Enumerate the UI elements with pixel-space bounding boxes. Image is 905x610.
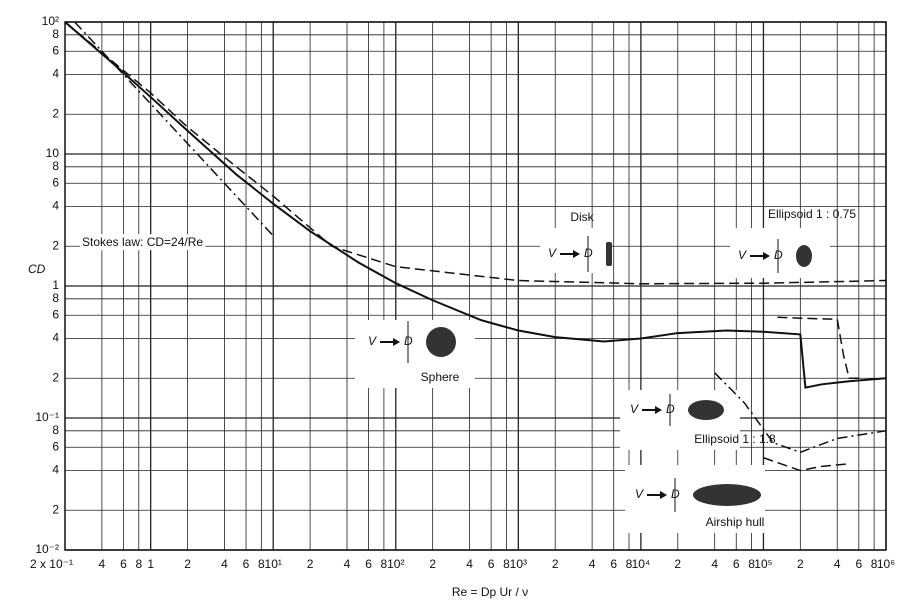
x-tick-label: 4 xyxy=(344,557,351,571)
flow-symbol: V xyxy=(368,334,377,348)
curve-label: Ellipsoid 1 : 1.8 xyxy=(694,432,776,446)
flow-arrowhead xyxy=(763,252,770,260)
y-tick-label: 1 xyxy=(52,278,59,292)
x-tick-label: 6 xyxy=(120,557,127,571)
y-tick-label: 8 xyxy=(52,291,59,305)
body-icon xyxy=(426,327,456,357)
x-tick-label: 2 xyxy=(184,557,191,571)
y-tick-label: 8 xyxy=(52,27,59,41)
x-tick-label: 4 xyxy=(711,557,718,571)
y-tick-label: 10 xyxy=(46,146,60,160)
inset-background xyxy=(620,390,740,450)
plot-frame xyxy=(64,21,887,551)
y-tick-label: 4 xyxy=(52,331,59,345)
x-tick-label: 4 xyxy=(834,557,841,571)
flow-arrowhead xyxy=(655,406,662,414)
data-line xyxy=(763,457,850,472)
x-tick-label: 8 xyxy=(258,557,265,571)
data-line xyxy=(64,21,887,285)
curve-label: Ellipsoid 1 : 0.75 xyxy=(768,207,856,221)
y-tick-label: 6 xyxy=(52,175,59,189)
y-tick-label: 10⁻¹ xyxy=(35,410,59,424)
y-tick-label: 4 xyxy=(52,67,59,81)
data-line xyxy=(74,21,274,237)
x-tick-label: 8 xyxy=(871,557,878,571)
x-tick-label: 2 xyxy=(307,557,314,571)
curve-label: Airship hull xyxy=(706,515,765,529)
y-tick-label: 2 xyxy=(52,238,59,252)
x-tick-label: 1 xyxy=(147,557,154,571)
data-line xyxy=(714,372,887,454)
flow-arrowhead xyxy=(660,491,667,499)
y-tick-label: 10² xyxy=(42,14,59,28)
x-tick-label: 6 xyxy=(855,557,862,571)
y-tick-label: 6 xyxy=(52,43,59,57)
flow-arrowhead xyxy=(393,338,400,346)
x-tick-label: 4 xyxy=(99,557,106,571)
curve-label: Stokes law: CD=24/Re xyxy=(82,235,203,249)
body-icon xyxy=(688,400,724,420)
x-tick-label: 10² xyxy=(387,557,404,571)
y-tick-label: 2 xyxy=(52,502,59,516)
y-axis-label: CD xyxy=(28,262,46,276)
label-background xyxy=(80,234,206,251)
x-tick-label: 2 xyxy=(429,557,436,571)
flow-arrowhead xyxy=(573,250,580,258)
x-axis-label: Re = Dp Ur / ν xyxy=(452,585,528,599)
x-tick-label: 8 xyxy=(135,557,142,571)
inset-background xyxy=(355,320,475,388)
x-tick-label: 6 xyxy=(610,557,617,571)
curve-label: Disk xyxy=(570,210,594,224)
flow-symbol: V xyxy=(635,487,644,501)
x-tick-label: 4 xyxy=(466,557,473,571)
flow-symbol: V xyxy=(630,402,639,416)
y-tick-label: 8 xyxy=(52,423,59,437)
y-tick-label: 2 xyxy=(52,370,59,384)
y-tick-label: 10⁻² xyxy=(35,542,59,556)
x-tick-label: 6 xyxy=(488,557,495,571)
x-tick-label: 10³ xyxy=(510,557,527,571)
x-tick-label: 8 xyxy=(626,557,633,571)
y-tick-label: 2 xyxy=(52,106,59,120)
y-tick-label: 6 xyxy=(52,307,59,321)
inset-background xyxy=(730,228,830,278)
x-tick-label: 2 xyxy=(797,557,804,571)
x-tick-label: 8 xyxy=(381,557,388,571)
data-line xyxy=(64,21,887,389)
body-icon xyxy=(606,242,612,266)
inset-background xyxy=(540,228,610,273)
x-tick-label: 4 xyxy=(589,557,596,571)
y-tick-label: 6 xyxy=(52,439,59,453)
flow-symbol: V xyxy=(548,246,557,260)
curve-label: Sphere xyxy=(421,370,460,384)
x-tick-label: 2 xyxy=(552,557,559,571)
x-tick-label: 10⁶ xyxy=(877,557,895,571)
x-tick-label: 10⁴ xyxy=(632,557,651,571)
x-tick-label: 8 xyxy=(503,557,510,571)
x-tick-label: 8 xyxy=(748,557,755,571)
x-tick-label: 2 xyxy=(674,557,681,571)
x-tick-label: 6 xyxy=(243,557,250,571)
data-line xyxy=(777,316,859,380)
x-tick-label: 6 xyxy=(365,557,372,571)
y-tick-label: 4 xyxy=(52,463,59,477)
x-tick-label: 4 xyxy=(221,557,228,571)
x-tick-label: 10¹ xyxy=(265,557,282,571)
flow-symbol: V xyxy=(738,248,747,262)
body-icon xyxy=(796,245,812,267)
x-tick-label: 2 x 10⁻¹ xyxy=(30,557,73,571)
y-tick-label: 4 xyxy=(52,199,59,213)
x-tick-label: 6 xyxy=(733,557,740,571)
y-tick-label: 8 xyxy=(52,159,59,173)
x-tick-label: 10⁵ xyxy=(754,557,772,571)
body-icon xyxy=(693,484,761,506)
